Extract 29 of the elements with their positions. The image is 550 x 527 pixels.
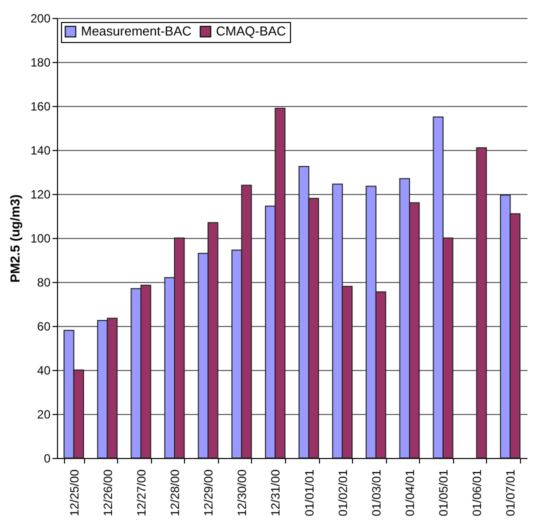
x-tick-label: 01/02/01 [336,469,350,516]
y-tick-label: 100 [30,232,51,246]
y-axis-title: PM2.5 (ug/m3) [7,194,22,283]
y-tick-label: 40 [37,364,51,378]
x-tick-label: 01/06/01 [470,469,484,516]
x-tick-label: 01/01/01 [302,469,316,516]
y-tick-label: 140 [30,144,51,158]
y-tick-label: 0 [44,452,51,466]
x-tick-label: 12/28/00 [168,469,182,516]
legend-label: Measurement-BAC [81,24,192,39]
y-tick-label: 60 [37,320,51,334]
y-tick-label: 80 [37,276,51,290]
x-tick-label: 01/05/01 [436,469,451,516]
x-tick-label: 12/30/00 [235,469,250,516]
y-tick-label: 120 [30,188,51,202]
y-tick-label: 160 [30,100,51,114]
legend-label: CMAQ-BAC [216,24,286,39]
x-tick-label: 01/07/01 [504,469,518,516]
y-tick-label: 20 [37,408,51,422]
bar [476,147,487,458]
x-tick-label: 12/25/00 [67,469,82,516]
x-tick-label: 12/27/00 [134,469,148,516]
y-tick-label: 180 [30,56,51,70]
x-tick-label: 12/29/00 [202,469,216,516]
y-tick-label: 200 [30,12,51,26]
x-tick-label: 01/03/01 [369,469,384,516]
x-tick-label: 12/31/00 [268,469,283,516]
x-tick-label: 01/04/01 [403,469,417,516]
x-tick-label: 12/26/00 [100,469,115,516]
